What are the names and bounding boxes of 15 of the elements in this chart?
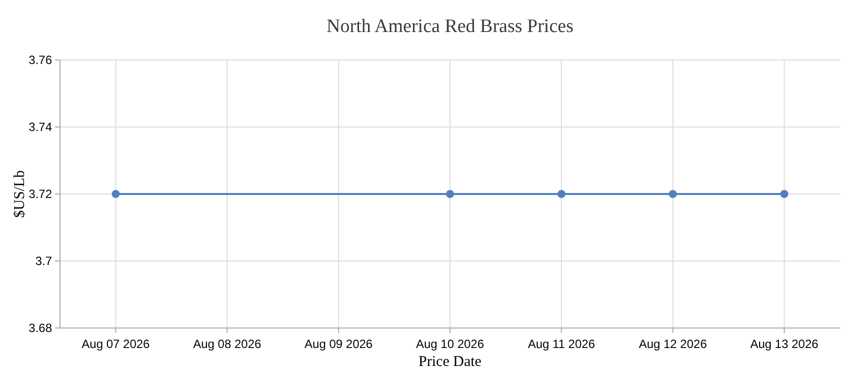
x-tick-label: Aug 11 2026 [528, 337, 596, 351]
chart-title: North America Red Brass Prices [326, 16, 574, 37]
x-tick-label: Aug 10 2026 [416, 337, 484, 351]
x-tick-label: Aug 12 2026 [638, 337, 708, 351]
x-tick-label: Aug 08 2026 [193, 337, 262, 351]
y-tick-label: 3.7 [35, 254, 52, 268]
x-tick-label: Aug 09 2026 [304, 337, 373, 351]
y-axis-title: $US/Lb [12, 170, 28, 218]
y-tick-label: 3.74 [28, 120, 52, 134]
y-tick-label: 3.72 [28, 187, 52, 201]
y-tick-label: 3.68 [28, 321, 52, 335]
x-tick-label: Aug 07 2026 [82, 337, 150, 351]
x-tick-label: Aug 13 2026 [750, 337, 819, 351]
y-tick-label: 3.76 [28, 53, 52, 67]
x-axis-title: Price Date [418, 354, 482, 370]
